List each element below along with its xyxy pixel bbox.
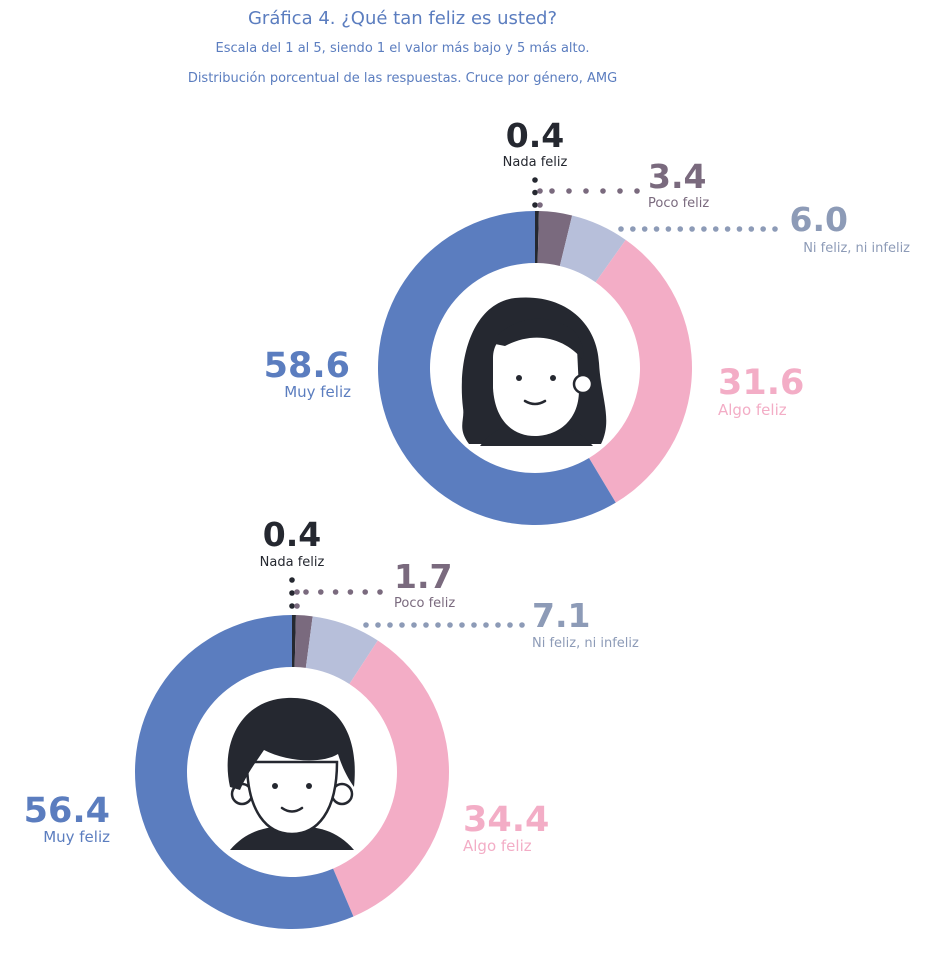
slice-poco <box>294 615 313 668</box>
value-label-algo: 31.6 <box>718 363 804 403</box>
chart-subtitle-2: Distribución porcentual de las respuesta… <box>187 71 618 86</box>
category-label-nada: Nada feliz <box>503 155 568 170</box>
slice-nada <box>292 615 296 668</box>
slice-algo <box>333 640 449 917</box>
woman-face-icon <box>461 297 607 446</box>
category-label-nada: Nada feliz <box>260 555 325 570</box>
category-label-poco: Poco feliz <box>648 196 709 211</box>
value-label-muy: 56.4 <box>24 791 110 831</box>
value-label-nada: 0.4 <box>506 116 564 155</box>
category-label-poco: Poco feliz <box>394 596 455 611</box>
value-label-nada: 0.4 <box>263 515 321 554</box>
slice-muy <box>134 614 354 929</box>
value-label-ni: 6.0 <box>790 200 848 239</box>
man-face-icon <box>227 697 355 850</box>
category-label-muy: Muy feliz <box>284 383 351 401</box>
leader-nada <box>532 177 538 208</box>
leader-ni <box>618 226 778 232</box>
category-label-ni: Ni feliz, ni infeliz <box>803 241 910 256</box>
leader-poco <box>303 589 383 595</box>
value-label-ni: 7.1 <box>532 596 590 635</box>
leader-ni <box>363 622 525 628</box>
slice-poco <box>537 211 573 266</box>
value-label-muy: 58.6 <box>264 346 350 386</box>
value-label-algo: 34.4 <box>463 800 549 840</box>
leader-nada <box>289 577 295 609</box>
category-label-algo: Algo feliz <box>463 837 532 855</box>
leader-poco-stem <box>537 188 543 208</box>
slice-muy <box>377 211 616 525</box>
slice-nada <box>535 211 539 264</box>
value-label-poco: 3.4 <box>648 157 706 196</box>
slice-ni <box>559 215 626 283</box>
category-label-algo: Algo feliz <box>718 401 787 419</box>
slice-ni <box>305 616 378 685</box>
chart-subtitle: Escala del 1 al 5, siendo 1 el valor más… <box>215 41 590 56</box>
chart-title: Gráfica 4. ¿Qué tan feliz es usted? <box>247 8 558 29</box>
value-label-poco: 1.7 <box>394 557 452 596</box>
leader-poco <box>549 188 640 194</box>
category-label-muy: Muy feliz <box>43 828 110 846</box>
category-label-ni: Ni feliz, ni infeliz <box>532 636 639 651</box>
slice-algo <box>589 239 693 503</box>
leader-poco-stem <box>294 589 300 609</box>
